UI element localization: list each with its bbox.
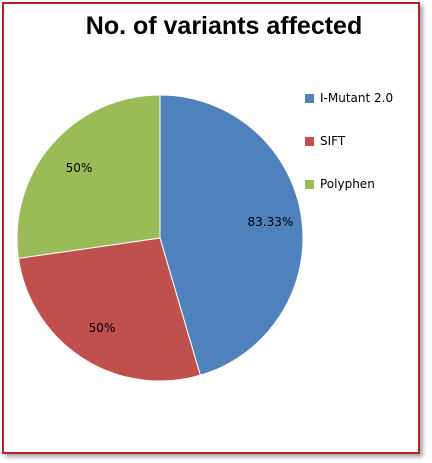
legend-item-sift: SIFT [305, 131, 393, 151]
legend-swatch-polyphen [305, 179, 314, 189]
legend-swatch-i-mutant [305, 93, 314, 103]
chart-title: No. of variants affected [85, 12, 363, 40]
legend-label-polyphen: Polyphen [320, 177, 375, 191]
pie-slice-i-mutant [159, 94, 304, 376]
legend-swatch-sift [305, 136, 314, 146]
pie-slice-sift [17, 237, 201, 382]
data-label-i-mutant: 83.33% [248, 215, 294, 229]
data-label-polyphen: 50% [66, 161, 93, 175]
pie-slice-polyphen [16, 94, 161, 259]
legend-item-polyphen: Polyphen [305, 174, 393, 194]
legend-item-i-mutant: I-Mutant 2.0 [305, 88, 393, 108]
data-label-sift: 50% [89, 321, 116, 335]
legend-label-i-mutant: I-Mutant 2.0 [320, 91, 394, 105]
legend-label-sift: SIFT [320, 134, 346, 148]
legend: I-Mutant 2.0 SIFT Polyphen [305, 88, 393, 217]
